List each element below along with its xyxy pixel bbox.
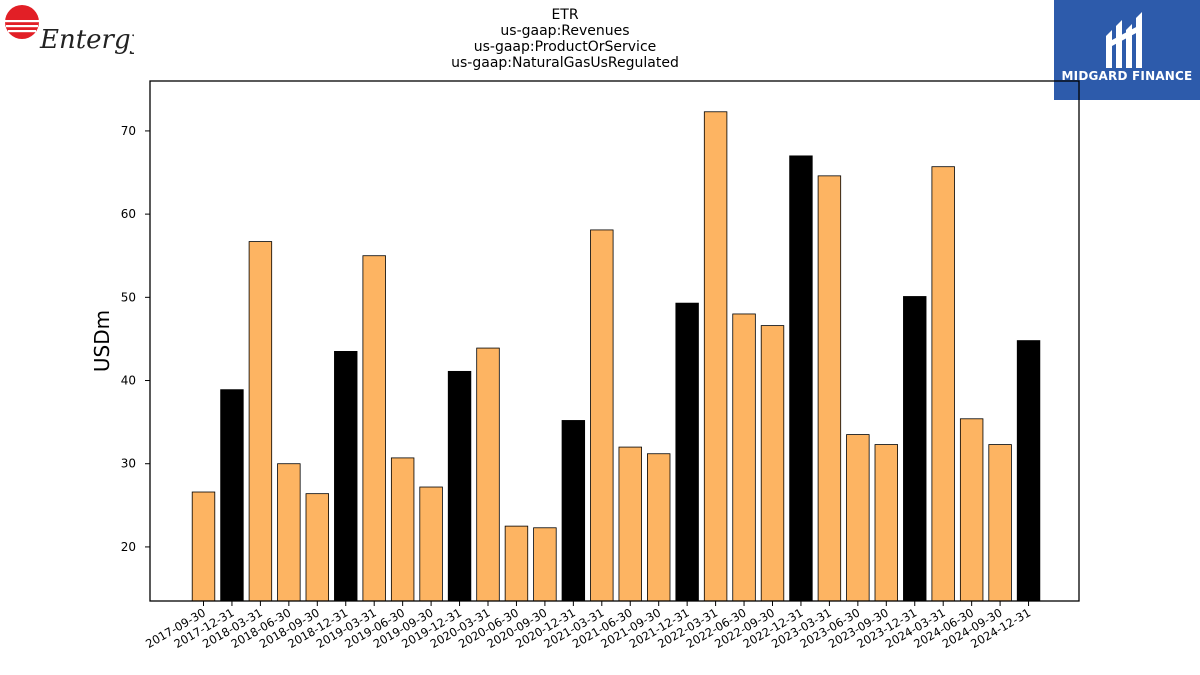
y-tick-label: 40	[121, 374, 136, 388]
bar-2023-06-30	[846, 434, 870, 602]
bar-2018-03-31	[248, 241, 273, 602]
bar-2018-06-30	[277, 463, 301, 602]
bar-2024-03-31	[931, 166, 955, 602]
bar-2020-06-30	[504, 525, 529, 602]
midgard-logo-mark-icon	[1106, 12, 1142, 68]
title-line-concept: us-gaap:Revenues	[500, 23, 630, 39]
bar-2019-12-31	[447, 370, 472, 602]
bar-2021-03-31	[590, 229, 614, 602]
bar-2019-09-30	[419, 486, 443, 602]
y-axis: 20 30 40 50 60 70	[121, 124, 150, 554]
bar-2024-12-31	[1016, 340, 1041, 602]
bar-2024-09-30	[988, 444, 1012, 602]
x-axis: 2017-09-302017-12-312018-03-312018-06-30…	[143, 601, 1033, 651]
y-tick-label: 50	[121, 290, 136, 304]
title-line-member: us-gaap:NaturalGasUsRegulated	[451, 55, 679, 71]
entergy-logo-text: Entergy	[39, 25, 134, 55]
bars-group	[191, 111, 1041, 602]
bar-2023-09-30	[874, 444, 899, 602]
bar-2021-12-31	[675, 302, 699, 602]
bar-2019-03-31	[362, 255, 386, 602]
bar-2020-09-30	[533, 527, 557, 602]
bar-2022-12-31	[789, 155, 813, 602]
bar-2020-12-31	[561, 420, 586, 602]
bar-2022-03-31	[703, 111, 728, 602]
bar-2023-12-31	[903, 296, 927, 602]
bar-2024-06-30	[959, 418, 984, 602]
y-tick-label: 30	[121, 457, 136, 471]
bar-2023-03-31	[817, 175, 842, 602]
entergy-logo: Entergy	[4, 4, 146, 56]
y-tick-label: 20	[121, 540, 136, 554]
bar-2020-03-31	[476, 347, 500, 602]
bar-2022-06-30	[732, 313, 756, 602]
bar-2021-06-30	[618, 446, 642, 602]
bar-2019-06-30	[390, 457, 415, 602]
bar-2022-09-30	[760, 325, 785, 602]
bar-2018-09-30	[305, 493, 330, 602]
y-tick-label: 60	[121, 207, 136, 221]
title-line-ticker: ETR	[551, 7, 579, 23]
bar-2017-12-31	[220, 389, 244, 602]
y-tick-label: 70	[121, 124, 136, 138]
bar-2021-09-30	[647, 453, 671, 602]
midgard-logo-text: MIDGARD FINANCE	[1061, 69, 1193, 83]
bar-2017-09-30	[191, 491, 216, 602]
bar-2018-12-31	[334, 350, 358, 602]
midgard-finance-logo: MIDGARD FINANCE	[1054, 0, 1200, 100]
title-line-axis: us-gaap:ProductOrService	[473, 39, 657, 55]
y-axis-label: USDm	[90, 310, 114, 372]
plot-frame	[149, 80, 1080, 602]
